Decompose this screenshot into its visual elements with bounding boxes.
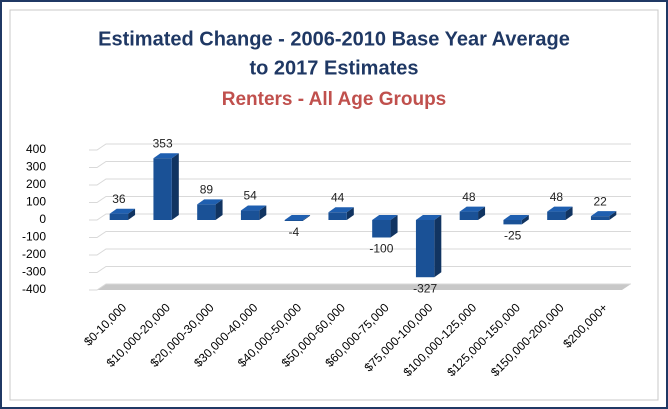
bar-top [240, 205, 267, 211]
chart-title: to 2017 Estimates [250, 57, 419, 79]
data-label: 48 [550, 190, 564, 204]
grid-line [89, 266, 631, 273]
bar-side [259, 205, 267, 220]
y-tick-label: -300 [22, 265, 46, 279]
grid-line [89, 248, 631, 256]
y-tick-label: 200 [26, 177, 46, 191]
bar-side [303, 215, 311, 221]
bar-side [215, 199, 223, 220]
data-label: -4 [289, 225, 300, 239]
bar-top [459, 206, 486, 212]
bar-top [415, 215, 442, 220]
bar-side [434, 215, 442, 278]
bar-side [390, 215, 398, 238]
grid-line [89, 143, 631, 151]
bar-side [609, 211, 617, 220]
y-tick-label: -400 [22, 282, 46, 296]
y-tick-label: 300 [26, 160, 46, 174]
bar-top [284, 215, 311, 220]
bar [590, 216, 610, 220]
bar [328, 212, 347, 220]
bar-top [590, 211, 617, 217]
plot-frame [9, 9, 659, 401]
bar [284, 220, 304, 221]
bar [503, 220, 522, 225]
chart-title: Estimated Change - 2006-2010 Base Year A… [98, 28, 570, 50]
bar-top [503, 215, 529, 220]
bar [459, 211, 479, 220]
y-tick-label: 400 [26, 142, 46, 156]
bar [240, 210, 260, 220]
bar-top [197, 199, 223, 205]
bar-side [128, 208, 136, 220]
grid-line [89, 213, 631, 221]
bar-top [372, 215, 398, 220]
data-label: 22 [593, 194, 607, 208]
data-label: -100 [369, 242, 393, 256]
data-label: -327 [413, 281, 437, 295]
grid-line [89, 196, 631, 203]
y-tick-label: 100 [26, 195, 46, 209]
data-label: 48 [462, 190, 476, 204]
grid-line [89, 178, 631, 186]
bar [415, 220, 435, 278]
y-tick-label: 0 [39, 212, 46, 226]
data-label: 44 [331, 190, 345, 204]
floor [97, 284, 631, 290]
grid-line [89, 283, 631, 291]
bar-top [547, 206, 573, 212]
data-label: 36 [112, 192, 126, 206]
bar-side [478, 206, 486, 220]
y-tick-label: -200 [22, 247, 46, 261]
bar [547, 211, 566, 220]
chart-subtitle: Renters - All Age Groups [222, 89, 447, 110]
bar [109, 213, 129, 220]
bar-top [328, 207, 354, 213]
data-label: -25 [504, 229, 522, 243]
bar-top [109, 208, 136, 214]
y-tick-label: -100 [22, 230, 46, 244]
bar-side [565, 206, 573, 220]
grid-line [89, 161, 631, 168]
bar [197, 204, 216, 220]
data-label: 54 [243, 189, 257, 203]
bar [372, 220, 391, 238]
grid-line [89, 231, 631, 238]
data-label: 353 [153, 136, 173, 150]
bar [153, 158, 172, 220]
bar-side [521, 215, 529, 225]
data-label: 89 [200, 183, 214, 197]
bar-side [171, 153, 179, 220]
bar-side [346, 207, 354, 220]
bar-top [153, 153, 179, 159]
